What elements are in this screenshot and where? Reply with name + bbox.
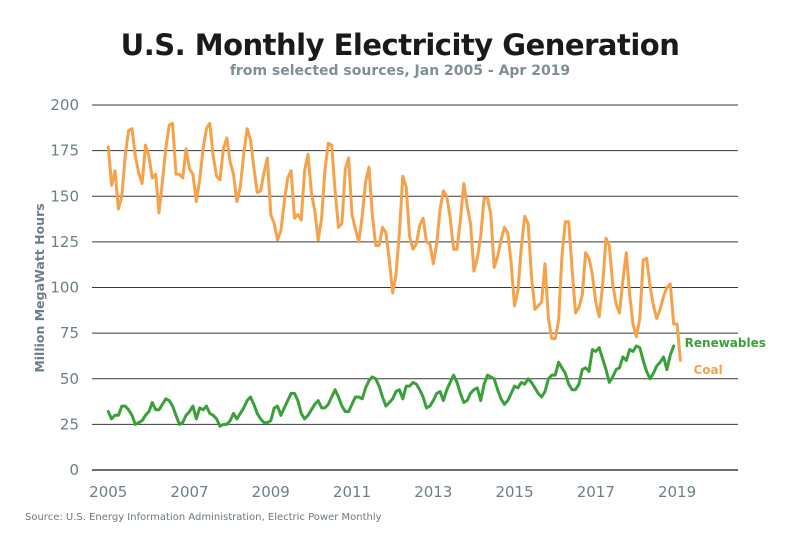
chart-title: U.S. Monthly Electricity Generation — [120, 28, 680, 62]
x-tick-label: 2017 — [577, 483, 615, 501]
series-label-renewables: Renewables — [685, 336, 766, 350]
source-note: Source: U.S. Energy Information Administ… — [25, 512, 382, 523]
series-labels: Coal Renewables — [685, 336, 766, 377]
x-axis-ticks: 2005 2007 2009 2011 2013 2015 2017 2019 — [89, 483, 696, 501]
y-tick-label: 100 — [50, 279, 79, 297]
x-tick-label: 2011 — [333, 483, 371, 501]
x-tick-label: 2005 — [89, 483, 127, 501]
y-tick-label: 25 — [60, 415, 79, 433]
series-label-coal: Coal — [693, 363, 722, 377]
x-tick-label: 2007 — [170, 483, 208, 501]
x-tick-label: 2015 — [495, 483, 533, 501]
chart-subtitle: from selected sources, Jan 2005 - Apr 20… — [229, 63, 571, 79]
series-lines — [106, 121, 682, 428]
y-tick-label: 125 — [50, 233, 79, 251]
y-tick-label: 175 — [50, 142, 79, 160]
y-tick-label: 75 — [60, 324, 79, 342]
x-tick-label: 2019 — [658, 483, 696, 501]
y-tick-label: 150 — [50, 187, 79, 205]
y-tick-label: 50 — [60, 370, 79, 388]
series-line-coal — [106, 121, 682, 362]
x-tick-label: 2009 — [252, 483, 290, 501]
series-line-renewables — [106, 344, 676, 428]
y-tick-label: 200 — [50, 96, 79, 114]
gridlines — [92, 104, 738, 471]
y-tick-label: 0 — [69, 461, 79, 479]
y-axis-label: Million MegaWatt Hours — [32, 203, 47, 372]
x-tick-label: 2013 — [414, 483, 452, 501]
y-axis-ticks: 0 25 50 75 100 125 150 175 200 — [50, 96, 79, 479]
